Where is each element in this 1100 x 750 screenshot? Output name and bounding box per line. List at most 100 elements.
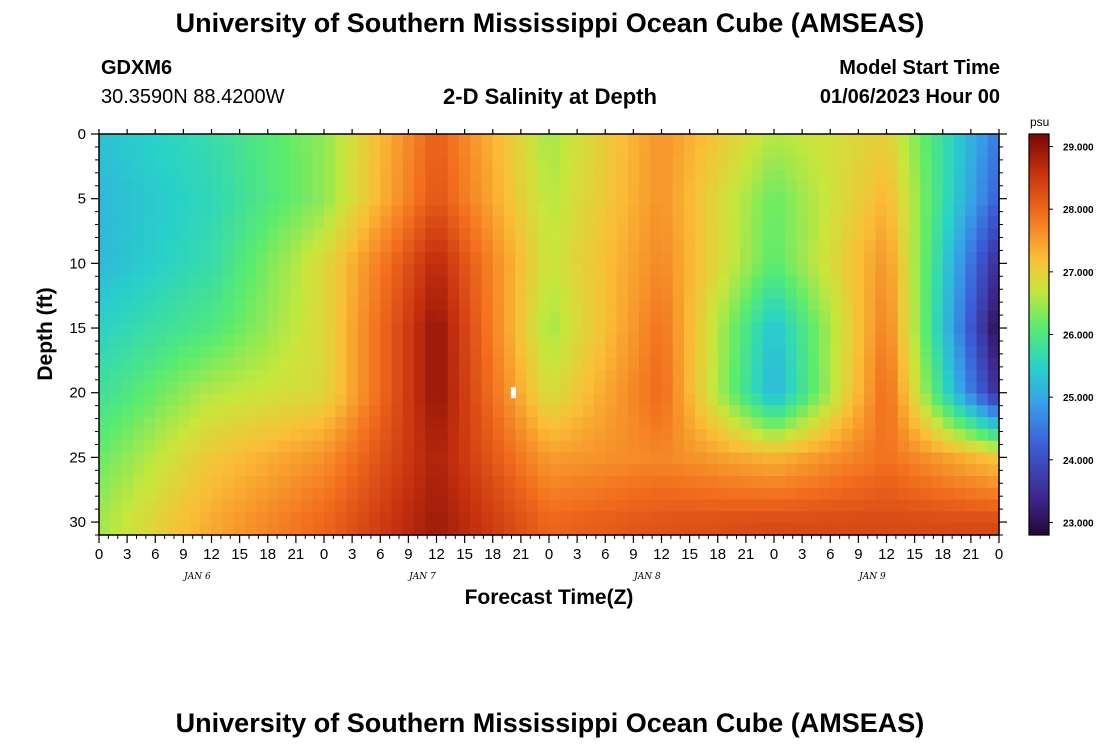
heatmap-cell <box>346 405 359 418</box>
x-tick-label: 9 <box>404 546 412 563</box>
heatmap-cell <box>380 181 393 194</box>
heatmap-cell <box>841 369 854 383</box>
heatmap-cell <box>976 216 989 229</box>
heatmap-cell <box>526 452 539 465</box>
heatmap-cell <box>402 405 415 418</box>
heatmap-cell <box>740 369 753 383</box>
heatmap-cell <box>177 487 190 501</box>
heatmap-cell <box>965 216 978 229</box>
heatmap-cell <box>672 228 685 241</box>
heatmap-cell <box>796 393 809 406</box>
heatmap-cell <box>864 428 876 442</box>
heatmap-cell <box>492 440 505 454</box>
heatmap-cell <box>526 428 539 442</box>
heatmap-cell <box>717 428 730 442</box>
heatmap-cell <box>380 145 393 159</box>
heatmap-cell <box>594 169 606 182</box>
heatmap-cell <box>459 287 471 300</box>
heatmap-cell <box>312 134 325 147</box>
heatmap-cell <box>909 381 921 395</box>
heatmap-cell <box>267 428 280 442</box>
heatmap-cell <box>684 145 696 159</box>
heatmap-cell <box>627 310 640 324</box>
heatmap-cell <box>256 393 269 406</box>
heatmap-cell <box>717 417 730 430</box>
heatmap-cell <box>391 499 404 513</box>
heatmap-cell <box>121 464 134 477</box>
heatmap-cell <box>987 452 1000 465</box>
heatmap-cell <box>222 169 235 182</box>
heatmap-cell <box>132 499 145 513</box>
heatmap-cell <box>886 181 899 194</box>
heatmap-cell <box>594 487 606 501</box>
heatmap-cell <box>819 464 831 477</box>
heatmap-cell <box>200 452 213 465</box>
heatmap-cell <box>526 181 539 194</box>
heatmap-cell <box>256 275 269 288</box>
heatmap-cell <box>774 204 786 218</box>
heatmap-cell <box>942 440 955 454</box>
heatmap-cell <box>942 157 955 170</box>
heatmap-cell <box>357 181 370 194</box>
heatmap-cell <box>436 523 449 536</box>
salinity-heatmap <box>99 134 1000 536</box>
heatmap-cell <box>616 322 629 336</box>
x-tick-label: 15 <box>681 546 698 563</box>
heatmap-cell <box>211 181 224 194</box>
heatmap-cell <box>897 369 910 383</box>
heatmap-cell <box>571 169 584 182</box>
heatmap-cell <box>909 251 921 265</box>
heatmap-cell <box>852 405 865 418</box>
heatmap-cell <box>267 310 280 324</box>
heatmap-cell <box>256 464 269 477</box>
heatmap-cell <box>481 240 494 253</box>
heatmap-cell <box>391 428 404 442</box>
heatmap-cell <box>695 523 708 536</box>
heatmap-cell <box>605 476 618 489</box>
heatmap-cell <box>155 511 168 524</box>
heatmap-cell <box>965 287 978 300</box>
heatmap-cell <box>537 240 550 253</box>
heatmap-cell <box>965 181 978 194</box>
heatmap-cell <box>222 145 235 159</box>
heatmap-cell <box>256 204 269 218</box>
heatmap-cell <box>279 440 291 454</box>
heatmap-cell <box>717 299 730 312</box>
heatmap-cell <box>256 511 269 524</box>
heatmap-cell <box>796 358 809 371</box>
heatmap-cell <box>796 440 809 454</box>
heatmap-cell <box>639 381 651 395</box>
heatmap-cell <box>447 393 460 406</box>
heatmap-cell <box>661 287 674 300</box>
heatmap-cell <box>886 134 899 147</box>
heatmap-cell <box>402 134 415 147</box>
heatmap-cell <box>807 428 820 442</box>
heatmap-cell <box>740 299 753 312</box>
heatmap-cell <box>402 181 415 194</box>
heatmap-cell <box>447 381 460 395</box>
heatmap-cell <box>650 358 663 371</box>
heatmap-cell <box>436 275 449 288</box>
heatmap-cell <box>425 299 438 312</box>
heatmap-cell <box>279 369 291 383</box>
heatmap-cell <box>751 393 764 406</box>
heatmap-cell <box>807 204 820 218</box>
heatmap-cell <box>762 275 775 288</box>
heatmap-cell <box>256 369 269 383</box>
heatmap-cell <box>234 169 246 182</box>
heatmap-cell <box>537 310 550 324</box>
heatmap-cell <box>740 251 753 265</box>
heatmap-cell <box>931 310 944 324</box>
heatmap-cell <box>717 275 730 288</box>
heatmap-cell <box>549 487 561 501</box>
heatmap-cell <box>571 334 584 347</box>
heatmap-cell <box>571 310 584 324</box>
heatmap-cell <box>774 381 786 395</box>
heatmap-cell <box>594 476 606 489</box>
heatmap-cell <box>549 134 561 147</box>
heatmap-cell <box>200 275 213 288</box>
heatmap-cell <box>852 228 865 241</box>
heatmap-cell <box>684 346 696 359</box>
heatmap-cell <box>819 157 831 170</box>
heatmap-cell <box>267 334 280 347</box>
